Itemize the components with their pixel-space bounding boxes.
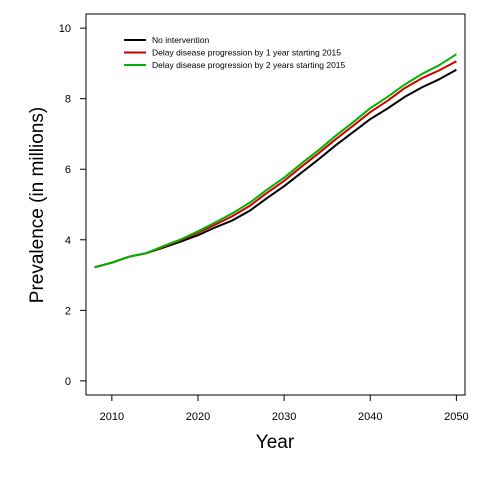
series-line-1	[94, 60, 457, 269]
legend-label-0: No intervention	[152, 35, 209, 45]
plot-frame	[85, 13, 466, 396]
legend: No intervention Delay disease progression…	[124, 35, 346, 70]
x-tick-label: 2040	[358, 411, 382, 423]
y-tick-label: 10	[59, 23, 71, 35]
y-tick-label: 8	[65, 94, 71, 106]
x-tick-label: 2030	[272, 411, 296, 423]
y-tick-label: 2	[65, 305, 71, 317]
axes: 2010 2020 2030 2040 2050 0 2 4 6 8 10	[59, 23, 469, 423]
y-axis-title: Prevalence (in millions)	[27, 107, 48, 303]
legend-label-1: Delay disease progression by 1 year star…	[152, 48, 341, 58]
series-line-0	[94, 68, 457, 269]
series-line-2	[94, 53, 457, 269]
y-tick-label: 0	[65, 376, 71, 388]
x-tick-label: 2050	[444, 411, 468, 423]
legend-label-2: Delay disease progression by 2 years sta…	[152, 60, 346, 70]
series-lines	[94, 53, 457, 269]
x-axis-title: Year	[256, 432, 295, 453]
x-tick-label: 2010	[100, 411, 124, 423]
y-tick-label: 4	[65, 235, 71, 247]
x-tick-label: 2020	[186, 411, 210, 423]
y-tick-label: 6	[65, 164, 71, 176]
